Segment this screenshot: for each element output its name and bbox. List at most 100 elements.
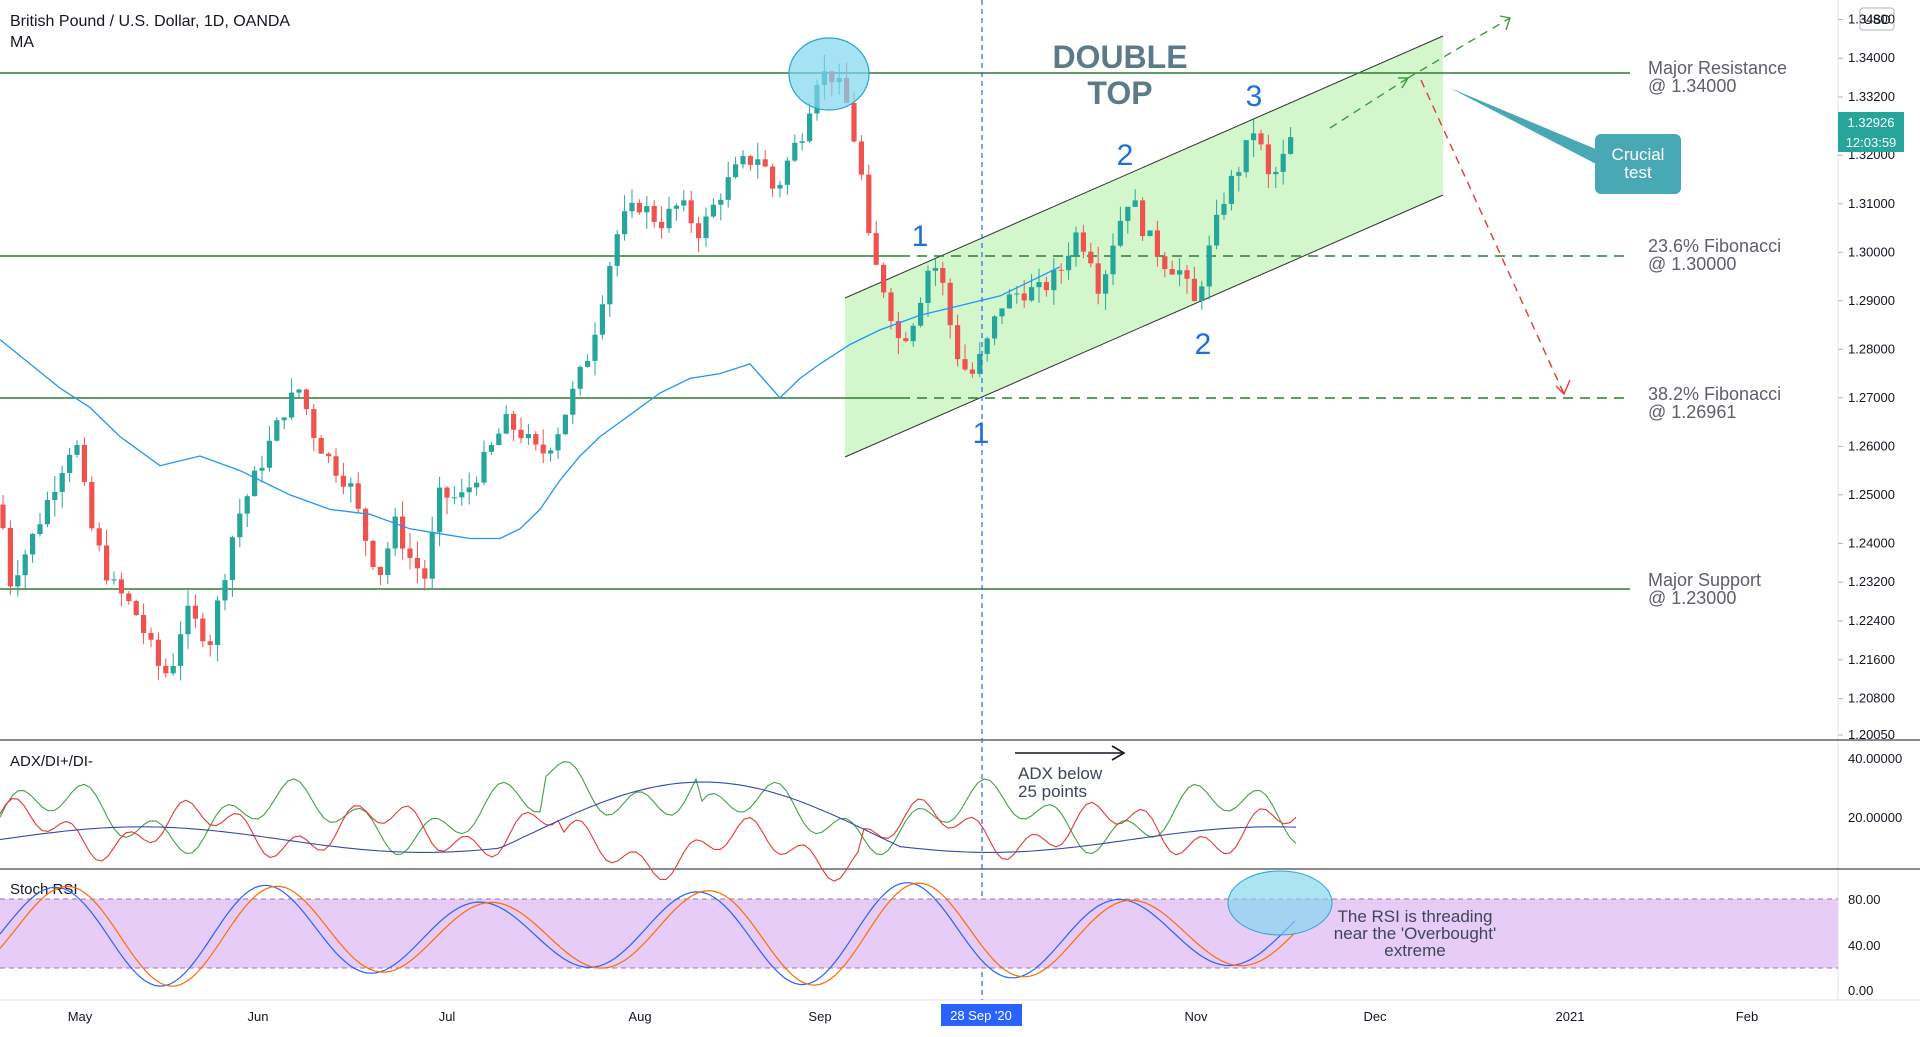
candle-down[interactable] — [133, 601, 139, 616]
candle-up[interactable] — [215, 600, 221, 645]
candle-up[interactable] — [274, 420, 280, 441]
candle-down[interactable] — [947, 282, 953, 326]
candle-up[interactable] — [67, 454, 73, 473]
candle-down[interactable] — [1265, 144, 1271, 175]
candle-up[interactable] — [1273, 171, 1279, 175]
candle-up[interactable] — [44, 499, 50, 525]
candle-down[interactable] — [1080, 232, 1086, 252]
candle-up[interactable] — [348, 483, 354, 487]
candle-down[interactable] — [659, 221, 665, 229]
candle-up[interactable] — [1029, 287, 1035, 301]
candle-down[interactable] — [414, 557, 420, 569]
candle-down[interactable] — [747, 155, 753, 165]
candle-up[interactable] — [1251, 133, 1257, 141]
candle-down[interactable] — [370, 540, 376, 567]
candle-down[interactable] — [762, 159, 768, 167]
candle-up[interactable] — [629, 202, 635, 212]
candle-up[interactable] — [474, 482, 480, 488]
candle-down[interactable] — [1258, 133, 1264, 145]
candle-down[interactable] — [1162, 256, 1168, 270]
candle-up[interactable] — [481, 451, 487, 483]
candle-down[interactable] — [1154, 230, 1160, 257]
candle-down[interactable] — [895, 321, 901, 339]
candle-up[interactable] — [74, 444, 80, 455]
candle-up[interactable] — [932, 267, 938, 271]
candle-up[interactable] — [577, 366, 583, 389]
candle-up[interactable] — [1214, 214, 1220, 246]
candle-up[interactable] — [59, 472, 65, 492]
candle-down[interactable] — [318, 437, 324, 454]
candle-down[interactable] — [1088, 251, 1094, 264]
candle-up[interactable] — [918, 302, 924, 326]
candle-up[interactable] — [22, 554, 28, 576]
candle-down[interactable] — [141, 615, 147, 634]
candle-down[interactable] — [400, 516, 406, 549]
candle-down[interactable] — [200, 618, 206, 642]
candle-up[interactable] — [733, 164, 739, 178]
candle-down[interactable] — [333, 456, 339, 476]
candle-up[interactable] — [259, 467, 265, 471]
candle-up[interactable] — [30, 534, 36, 555]
candle-up[interactable] — [977, 353, 983, 374]
candle-down[interactable] — [858, 141, 864, 175]
candle-up[interactable] — [673, 205, 679, 209]
candle-down[interactable] — [363, 508, 369, 541]
candle-up[interactable] — [429, 532, 435, 579]
candle-up[interactable] — [740, 155, 746, 165]
candle-up[interactable] — [725, 177, 731, 200]
candle-up[interactable] — [237, 513, 243, 538]
candle-down[interactable] — [444, 487, 450, 498]
candle-down[interactable] — [533, 434, 539, 445]
candle-up[interactable] — [548, 450, 554, 454]
candle-down[interactable] — [163, 665, 169, 674]
candle-up[interactable] — [1014, 293, 1020, 295]
candle-down[interactable] — [377, 566, 383, 575]
candle-up[interactable] — [607, 265, 613, 305]
candle-down[interactable] — [422, 568, 428, 579]
candle-up[interactable] — [592, 334, 598, 361]
double-top-highlight[interactable] — [788, 37, 870, 111]
candle-down[interactable] — [881, 264, 887, 293]
di-minus-line[interactable] — [0, 798, 1297, 882]
candle-up[interactable] — [1236, 172, 1242, 176]
candle-up[interactable] — [296, 389, 302, 393]
candle-down[interactable] — [155, 639, 161, 666]
candle-up[interactable] — [178, 634, 184, 667]
candle-down[interactable] — [540, 444, 546, 454]
candle-up[interactable] — [185, 605, 191, 635]
candle-down[interactable] — [1140, 200, 1146, 237]
candle-up[interactable] — [1051, 269, 1057, 291]
candle-up[interactable] — [266, 440, 272, 468]
candle-down[interactable] — [1095, 263, 1101, 294]
candle-down[interactable] — [1058, 269, 1064, 271]
candle-up[interactable] — [622, 211, 628, 235]
candle-down[interactable] — [903, 338, 909, 342]
candle-up[interactable] — [281, 417, 287, 421]
candle-down[interactable] — [511, 413, 517, 430]
candle-up[interactable] — [1132, 200, 1138, 207]
candle-down[interactable] — [0, 504, 6, 529]
candle-up[interactable] — [222, 580, 228, 601]
candle-down[interactable] — [851, 102, 857, 142]
candle-down[interactable] — [770, 166, 776, 189]
channel-lower-line[interactable] — [844, 194, 1444, 458]
candle-down[interactable] — [969, 369, 975, 374]
candle-up[interactable] — [1103, 274, 1109, 294]
candle-up[interactable] — [229, 537, 235, 581]
candle-down[interactable] — [962, 359, 968, 370]
candle-up[interactable] — [1177, 270, 1183, 275]
candle-up[interactable] — [1110, 245, 1116, 275]
rsi-highlight[interactable] — [1227, 870, 1333, 936]
candle-up[interactable] — [710, 204, 716, 217]
candle-up[interactable] — [111, 579, 117, 581]
candle-down[interactable] — [518, 429, 524, 439]
candle-up[interactable] — [1221, 203, 1227, 215]
candle-down[interactable] — [311, 409, 317, 438]
ascending-channel[interactable] — [845, 36, 1443, 457]
candle-up[interactable] — [599, 304, 605, 335]
candle-up[interactable] — [392, 516, 398, 549]
candle-up[interactable] — [52, 491, 58, 500]
candle-up[interactable] — [1073, 232, 1079, 256]
candle-up[interactable] — [525, 434, 531, 439]
candle-up[interactable] — [15, 575, 21, 587]
